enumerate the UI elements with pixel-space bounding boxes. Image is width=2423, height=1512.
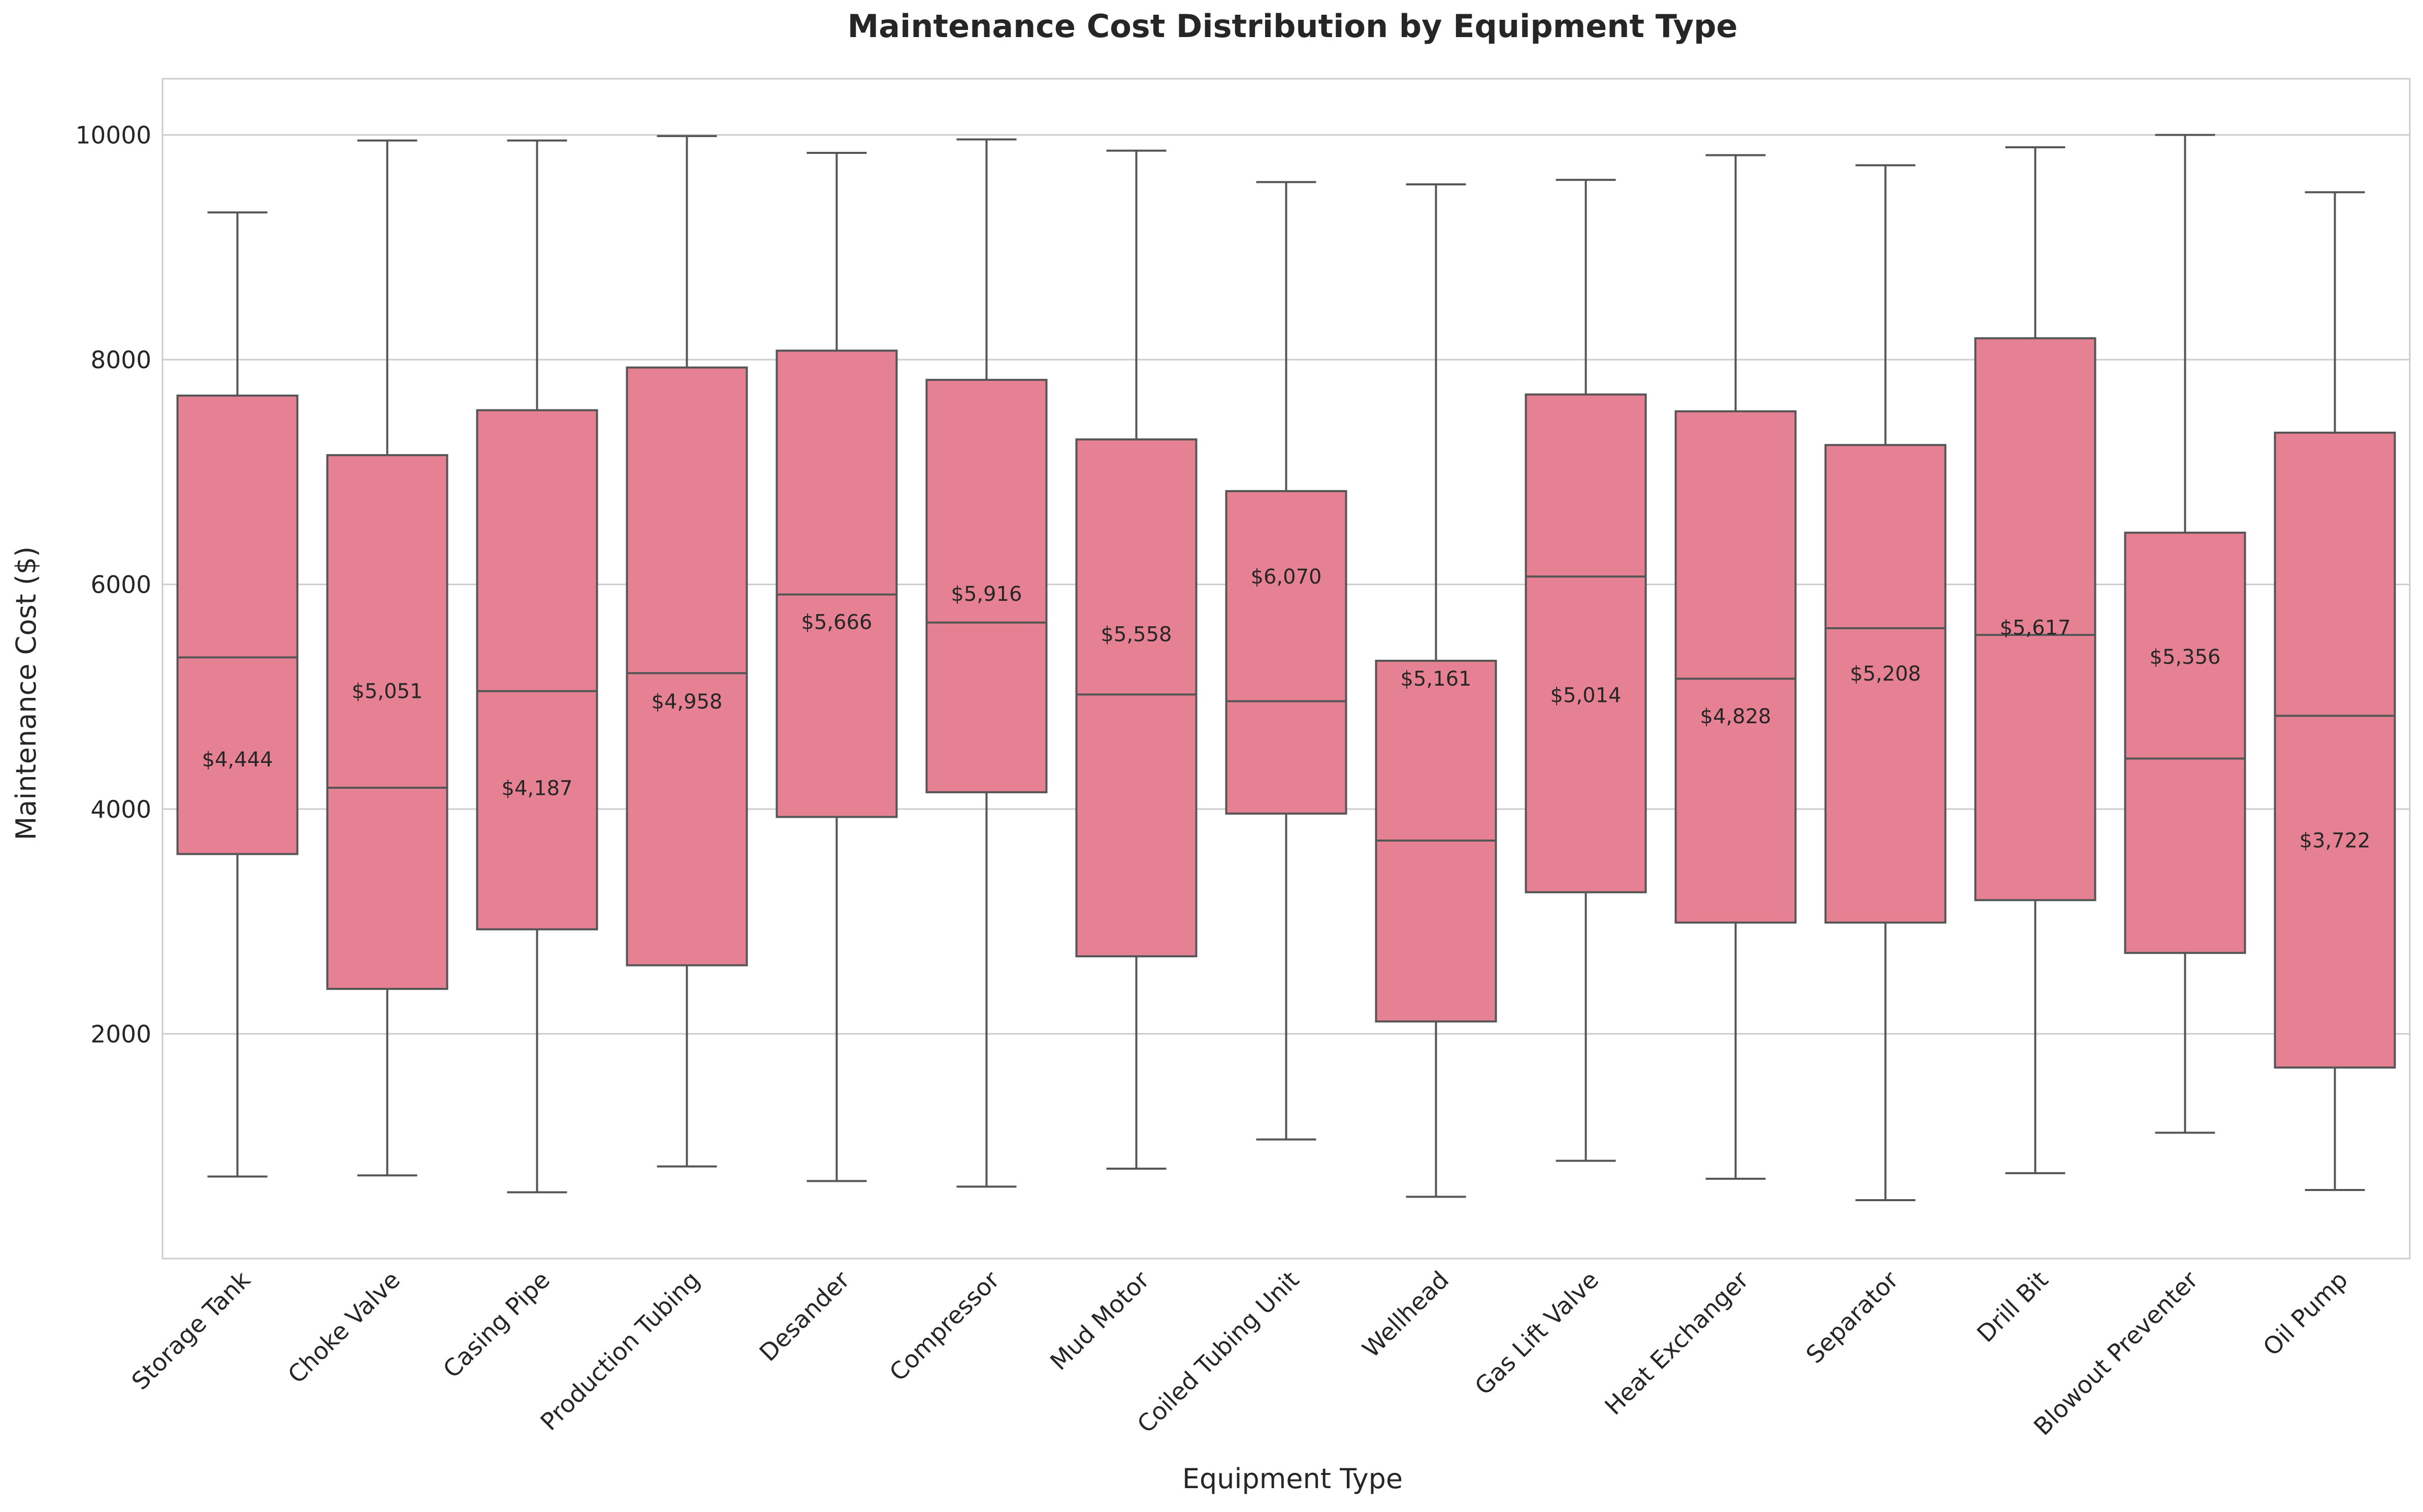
box-heat-exchanger bbox=[1674, 154, 1797, 1180]
y-axis-label: Maintenance Cost ($) bbox=[10, 546, 42, 841]
value-annotation: $5,208 bbox=[1850, 662, 1921, 686]
y-tick-label: 4000 bbox=[90, 796, 151, 824]
box-coiled-tubing-unit bbox=[1225, 181, 1347, 1141]
annotations-layer: $4,444 $5,051 $4,187 $4,958 $5,666 $5,916 $5,5… bbox=[202, 565, 2371, 852]
y-tick-label: 8000 bbox=[90, 346, 151, 374]
box-casing-pipe bbox=[476, 139, 598, 1194]
iqr-box bbox=[925, 378, 1048, 793]
box-gas-lift-valve bbox=[1525, 179, 1647, 1162]
value-annotation: $5,558 bbox=[1101, 623, 1172, 646]
iqr-box bbox=[326, 454, 448, 990]
iqr-box bbox=[1824, 444, 1947, 924]
iqr-box bbox=[776, 349, 898, 818]
iqr-box bbox=[176, 394, 299, 855]
value-annotation: $3,722 bbox=[2300, 829, 2371, 853]
value-annotation: $5,356 bbox=[2150, 646, 2221, 669]
iqr-box bbox=[1974, 337, 2096, 902]
value-annotation: $4,828 bbox=[1700, 705, 1771, 728]
value-annotation: $5,014 bbox=[1550, 684, 1622, 707]
value-annotation: $4,958 bbox=[652, 690, 723, 714]
value-annotation: $5,051 bbox=[352, 680, 423, 703]
chart-title: Maintenance Cost Distribution by Equipme… bbox=[848, 8, 1738, 45]
box-compressor bbox=[925, 138, 1048, 1188]
box-oil-pump bbox=[2274, 191, 2396, 1192]
iqr-box bbox=[2274, 431, 2396, 1069]
iqr-box bbox=[1075, 438, 1198, 957]
box-desander bbox=[776, 152, 898, 1182]
iqr-box bbox=[476, 409, 598, 930]
value-annotation: $5,666 bbox=[801, 610, 873, 634]
box-blowout-preventer bbox=[2124, 134, 2246, 1134]
value-annotation: $5,161 bbox=[1401, 667, 1472, 691]
value-annotation: $5,916 bbox=[951, 583, 1022, 606]
y-ticks: 2000 4000 6000 8000 10000 bbox=[75, 122, 151, 1049]
plot-frame bbox=[161, 78, 2411, 1260]
value-annotation: $4,187 bbox=[502, 777, 573, 800]
y-tick-label: 10000 bbox=[75, 122, 151, 150]
box-storage-tank bbox=[176, 211, 299, 1178]
box-production-tubing bbox=[626, 135, 748, 1168]
y-tick-label: 6000 bbox=[90, 571, 151, 599]
box-wellhead bbox=[1375, 183, 1497, 1198]
iqr-box bbox=[1525, 393, 1647, 893]
box-separator bbox=[1824, 164, 1947, 1201]
iqr-box bbox=[1674, 410, 1797, 924]
x-axis-label: Equipment Type bbox=[1182, 1463, 1403, 1495]
iqr-box bbox=[626, 366, 748, 967]
value-annotation: $5,617 bbox=[2000, 616, 2071, 639]
value-annotation: $6,070 bbox=[1251, 565, 1322, 589]
iqr-box bbox=[2124, 531, 2246, 954]
value-annotation: $4,444 bbox=[202, 748, 273, 771]
boxes-layer bbox=[176, 134, 2396, 1201]
box-choke-valve bbox=[326, 139, 448, 1177]
iqr-box bbox=[1225, 490, 1347, 815]
box-drill-bit bbox=[1974, 146, 2096, 1174]
box-mud-motor bbox=[1075, 149, 1198, 1170]
y-tick-label: 2000 bbox=[90, 1021, 151, 1049]
